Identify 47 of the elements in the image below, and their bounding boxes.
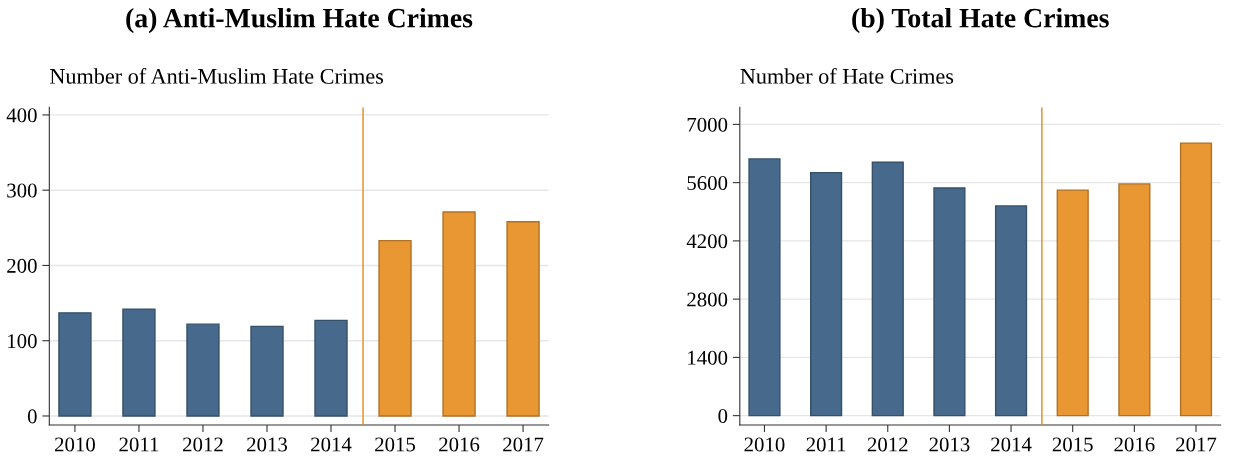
chart-title: (b) Total Hate Crimes	[852, 7, 1109, 34]
y-tick-label: 0	[718, 409, 728, 424]
bar	[250, 325, 284, 417]
y-tick-label: 0	[27, 409, 37, 424]
bar	[1056, 189, 1089, 417]
x-tick-label: 2017	[503, 437, 544, 452]
x-tick-label: 2017	[1176, 437, 1217, 452]
bar	[506, 221, 540, 417]
y-tick-label: 2800	[687, 292, 728, 307]
y-tick-label: 200	[7, 258, 37, 273]
bar	[871, 161, 904, 417]
x-tick-label: 2015	[1052, 437, 1093, 452]
x-tick-label: 2014	[991, 437, 1032, 452]
y-tick-label: 400	[6, 108, 37, 123]
x-tick-label: 2011	[119, 437, 159, 452]
x-tick-label: 2010	[55, 437, 95, 452]
x-tick-label: 2012	[867, 437, 908, 452]
chart-title: (a) Anti-Muslim Hate Crimes	[126, 7, 473, 34]
bar	[442, 211, 476, 417]
x-tick-label: 2010	[744, 437, 785, 452]
x-tick-label: 2014	[311, 437, 352, 452]
x-tick-label: 2013	[247, 437, 288, 452]
bar	[122, 308, 156, 417]
bar	[748, 158, 781, 417]
x-tick-label: 2011	[806, 437, 846, 452]
bar	[378, 239, 412, 417]
y-axis-title: Number of Hate Crimes	[740, 67, 954, 84]
bar	[994, 205, 1028, 417]
y-tick-label: 300	[7, 183, 37, 198]
y-axis-title: Number of Anti-Muslim Hate Crimes	[49, 67, 384, 84]
bar	[314, 319, 348, 417]
y-tick-label: 5600	[687, 176, 728, 191]
bar	[933, 187, 966, 417]
y-tick-label: 100	[8, 334, 37, 349]
bar	[186, 323, 220, 417]
y-tick-label: 1400	[688, 350, 728, 365]
bar	[58, 312, 92, 417]
y-tick-label: 4200	[686, 234, 728, 249]
x-tick-label: 2016	[1114, 437, 1155, 452]
x-tick-label: 2015	[375, 437, 416, 452]
x-tick-label: 2012	[183, 437, 223, 452]
bar	[1118, 183, 1151, 417]
y-tick-label: 7000	[687, 117, 728, 132]
x-tick-label: 2013	[929, 437, 970, 452]
bar	[810, 171, 843, 417]
bar	[1179, 142, 1213, 417]
x-tick-label: 2016	[439, 437, 480, 452]
